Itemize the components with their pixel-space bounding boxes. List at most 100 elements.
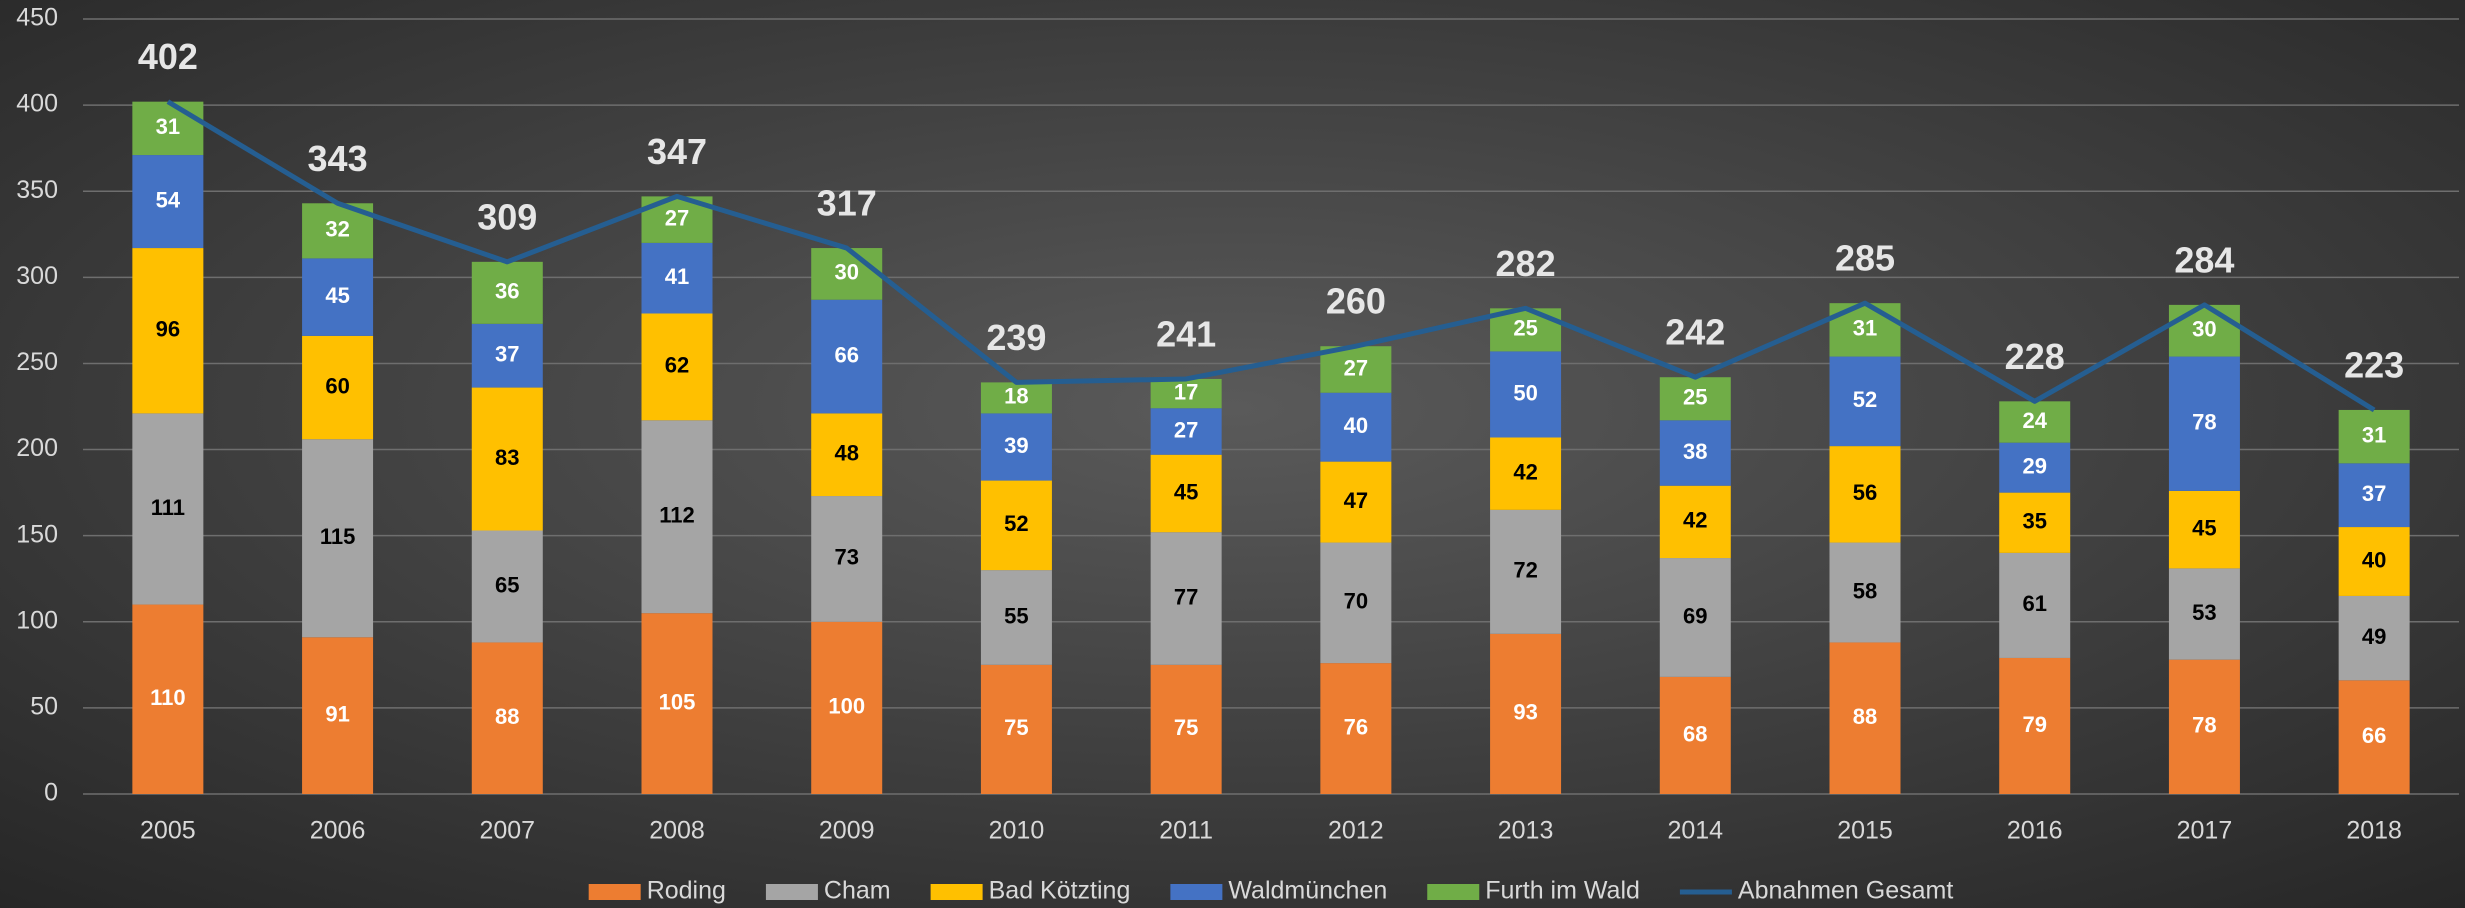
data-label: 27	[1344, 355, 1368, 380]
x-tick-label: 2006	[310, 817, 366, 845]
x-tick-label: 2016	[2007, 817, 2063, 845]
data-label: 27	[1174, 417, 1198, 442]
x-tick-label: 2018	[2346, 817, 2402, 845]
legend-label: Roding	[647, 877, 726, 905]
bar-segment	[1320, 542, 1392, 664]
bar-segment	[811, 413, 883, 497]
data-label: 58	[1853, 578, 1877, 603]
bar-segment	[641, 420, 713, 614]
legend-swatch	[930, 884, 983, 900]
data-label: 37	[2362, 481, 2386, 506]
bar-segment	[132, 248, 204, 414]
bar-segment	[132, 155, 204, 249]
total-label: 242	[1665, 312, 1725, 353]
bar-segment	[1320, 392, 1392, 462]
bar-segment	[1659, 420, 1731, 486]
data-label: 69	[1683, 603, 1707, 628]
total-label: 260	[1326, 281, 1386, 322]
data-label: 105	[659, 689, 696, 714]
data-label: 88	[495, 704, 519, 729]
legend-swatch	[1170, 884, 1223, 900]
data-label: 70	[1344, 589, 1368, 614]
data-label: 45	[2192, 515, 2216, 540]
y-tick-label: 350	[16, 176, 58, 204]
x-tick-label: 2017	[2177, 817, 2233, 845]
data-label: 100	[828, 694, 865, 719]
data-label: 75	[1004, 715, 1028, 740]
bar-segment	[2338, 595, 2410, 681]
y-tick-label: 100	[16, 606, 58, 634]
data-label: 40	[1344, 413, 1368, 438]
data-label: 55	[1004, 603, 1028, 628]
x-tick-label: 2014	[1667, 817, 1723, 845]
total-label: 285	[1835, 238, 1895, 279]
x-tick-label: 2009	[819, 817, 875, 845]
bar-segment	[811, 299, 883, 414]
total-label: 347	[647, 131, 707, 172]
bar-segment	[1659, 558, 1731, 677]
legend-label: Waldmünchen	[1228, 877, 1387, 905]
bar-segment	[1829, 446, 1901, 543]
bar-segment	[811, 621, 883, 794]
legend-swatch	[1427, 884, 1480, 900]
total-label: 223	[2344, 344, 2404, 385]
total-label: 241	[1156, 313, 1216, 354]
x-tick-label: 2015	[1837, 817, 1893, 845]
data-label: 56	[1853, 480, 1877, 505]
data-label: 18	[1004, 384, 1028, 409]
data-label: 61	[2022, 591, 2046, 616]
data-label: 30	[834, 260, 858, 285]
legend-label: Furth im Wald	[1485, 877, 1640, 905]
data-label: 38	[1683, 439, 1707, 464]
legend-label: Cham	[824, 877, 891, 905]
bar-segment	[1999, 552, 2071, 658]
data-label: 52	[1853, 387, 1877, 412]
bar-segment	[2168, 356, 2240, 491]
y-tick-label: 450	[16, 4, 58, 32]
x-tick-label: 2011	[1159, 817, 1213, 845]
bar-segment	[811, 248, 883, 300]
bar-segment	[1490, 633, 1562, 794]
data-label: 111	[151, 495, 185, 520]
data-label: 30	[2192, 317, 2216, 342]
total-label: 239	[986, 317, 1046, 358]
data-label: 32	[325, 217, 349, 242]
data-label: 47	[1344, 488, 1368, 513]
total-label: 282	[1496, 243, 1556, 284]
bar-segment	[980, 413, 1052, 481]
data-label: 31	[2362, 422, 2386, 447]
legend-label: Bad Kötzting	[989, 877, 1131, 905]
bar-segment	[471, 387, 543, 531]
total-label: 343	[308, 138, 368, 179]
y-tick-label: 300	[16, 262, 58, 290]
bar-segment	[980, 382, 1052, 414]
bar-segment	[471, 530, 543, 643]
data-label: 17	[1174, 379, 1198, 404]
bar-segment	[1490, 351, 1562, 438]
total-line	[166, 99, 2376, 413]
data-label: 96	[156, 317, 180, 342]
total-label: 317	[817, 183, 877, 224]
bar-segment	[1659, 377, 1731, 421]
bar-segment	[980, 570, 1052, 665]
data-label: 112	[659, 503, 695, 528]
data-label: 37	[495, 342, 519, 367]
bar-segment	[1829, 356, 1901, 447]
bar-segment	[1150, 378, 1222, 409]
bar-segment	[1829, 542, 1901, 643]
y-tick-label: 150	[16, 520, 58, 548]
data-label: 76	[1344, 714, 1368, 739]
bar-segment	[1659, 485, 1731, 559]
y-tick-label: 0	[44, 779, 58, 807]
data-label: 31	[156, 114, 180, 139]
data-label: 93	[1513, 700, 1537, 725]
data-label: 25	[1513, 316, 1537, 341]
y-tick-label: 400	[16, 90, 58, 118]
data-label: 54	[156, 187, 181, 212]
bar-segment	[1320, 461, 1392, 543]
data-label: 66	[834, 342, 858, 367]
data-label: 45	[1174, 479, 1198, 504]
data-label: 72	[1513, 558, 1537, 583]
data-label: 62	[665, 353, 689, 378]
